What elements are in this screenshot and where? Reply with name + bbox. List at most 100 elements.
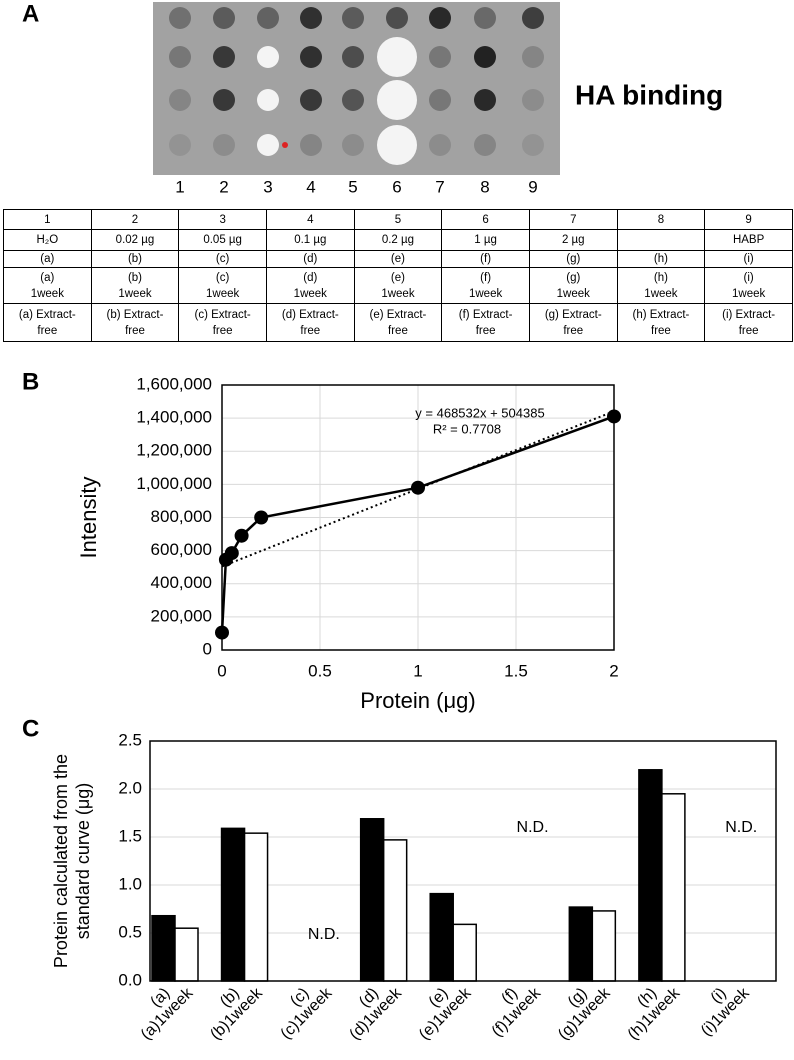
blot-dot bbox=[169, 89, 191, 111]
table-cell: (e) Extract- free bbox=[353, 303, 443, 342]
table-cell: (h) Extract- free bbox=[616, 303, 706, 342]
table-cell: 2 µg bbox=[528, 229, 618, 251]
lane-label: 7 bbox=[435, 177, 444, 196]
bar bbox=[151, 914, 176, 982]
table-cell: H₂O bbox=[3, 229, 92, 251]
bar bbox=[661, 793, 686, 982]
y-tick-label: 1,600,000 bbox=[136, 374, 212, 393]
blot-dot bbox=[169, 134, 191, 156]
trend-equation: y = 468532x + 504385 bbox=[415, 405, 544, 420]
table-cell: 0.05 µg bbox=[178, 229, 267, 251]
table-cell: (d) Extract- free bbox=[265, 303, 355, 342]
blot-dot bbox=[257, 7, 279, 29]
table-cell: (a) bbox=[3, 250, 92, 268]
plot-frame bbox=[149, 740, 777, 982]
y-tick-label: 0 bbox=[203, 639, 212, 658]
x-tick-label: 0 bbox=[217, 661, 226, 680]
blot-dot bbox=[300, 7, 322, 29]
nd-label: N.D. bbox=[308, 926, 340, 943]
table-cell: (g) Extract- free bbox=[528, 303, 618, 342]
lane-label: 9 bbox=[528, 177, 537, 196]
blot-dot bbox=[474, 134, 496, 156]
table-cell: 0.02 µg bbox=[90, 229, 180, 251]
table-cell: (a) Extract- free bbox=[3, 303, 92, 342]
blot-dot bbox=[522, 46, 544, 68]
table-cell: 0.1 µg bbox=[265, 229, 355, 251]
table-cell: (b) 1week bbox=[90, 267, 180, 304]
table-row: (a) 1week (b) 1week (c) 1week (d) 1week (e) … bbox=[3, 267, 793, 304]
table-cell: (f) Extract- free bbox=[441, 303, 530, 342]
plot-frame bbox=[221, 384, 615, 651]
table-cell: (e) bbox=[353, 250, 443, 268]
blot-dot bbox=[342, 46, 364, 68]
lane-label: 5 bbox=[348, 177, 357, 196]
table-cell: 1 bbox=[3, 209, 92, 230]
table-cell: (b) Extract- free bbox=[90, 303, 180, 342]
data-point bbox=[224, 546, 239, 561]
nd-label: N.D. bbox=[725, 819, 757, 836]
table-cell: 4 bbox=[265, 209, 355, 230]
y-tick-label: 1.5 bbox=[118, 826, 142, 845]
blot-dot bbox=[474, 89, 496, 111]
x-axis-label: Protein (μg) bbox=[360, 688, 475, 713]
table-cell: (f) 1week bbox=[441, 267, 530, 304]
table-cell: 6 bbox=[441, 209, 530, 230]
lane-label: 4 bbox=[306, 177, 315, 196]
table-cell: 0.2 µg bbox=[353, 229, 443, 251]
y-tick-label: 800,000 bbox=[151, 507, 212, 526]
table-cell: (g) 1week bbox=[528, 267, 618, 304]
blot-dot bbox=[300, 46, 322, 68]
blot-dot bbox=[300, 134, 322, 156]
y-tick-label: 2.0 bbox=[118, 778, 142, 797]
blot-dot bbox=[213, 134, 235, 156]
blot-dot bbox=[342, 7, 364, 29]
lane-label: 8 bbox=[480, 177, 489, 196]
table-cell: (i) Extract- free bbox=[704, 303, 793, 342]
x-tick-label: 1.5 bbox=[504, 661, 528, 680]
blot-mark bbox=[282, 142, 288, 148]
blot-dot bbox=[522, 7, 544, 29]
blot-dot bbox=[213, 46, 235, 68]
y-axis-label: Intensity bbox=[76, 477, 101, 559]
table-cell: 3 bbox=[178, 209, 267, 230]
x-tick-label: 1 bbox=[413, 661, 422, 680]
blot-dot bbox=[386, 7, 408, 29]
bar bbox=[452, 923, 477, 982]
bar bbox=[638, 769, 663, 982]
bar bbox=[591, 910, 617, 982]
y-tick-label: 1,200,000 bbox=[136, 441, 212, 460]
y-axis-label: standard curve (μg) bbox=[73, 783, 93, 939]
blot-dot bbox=[257, 89, 279, 111]
table-row: (a) (b) (c) (d) (e) (f) (g) (h) (i) bbox=[3, 250, 793, 268]
table-cell: (f) bbox=[441, 250, 530, 268]
blot-dot bbox=[429, 46, 451, 68]
panel-label: C bbox=[22, 715, 39, 742]
bar bbox=[243, 832, 269, 982]
blot-dot bbox=[429, 134, 451, 156]
lane-label: 6 bbox=[392, 177, 401, 196]
table-cell: (g) bbox=[528, 250, 618, 268]
y-tick-label: 0.5 bbox=[118, 922, 142, 941]
blot-title: HA binding bbox=[575, 79, 723, 110]
table-cell: HABP bbox=[704, 229, 793, 251]
blot-dot bbox=[257, 134, 279, 156]
table-cell: 2 bbox=[90, 209, 180, 230]
table-cell: 7 bbox=[528, 209, 618, 230]
table-cell: (h) bbox=[616, 250, 706, 268]
sample-table: 1 2 3 4 5 6 7 8 9 H₂O 0.02 µg 0.05 µg 0.1 µg 0.2 µg 1 … bbox=[3, 209, 793, 342]
bar bbox=[568, 906, 594, 982]
y-tick-label: 200,000 bbox=[151, 606, 212, 625]
lane-label: 1 bbox=[175, 177, 184, 196]
blot-dot bbox=[169, 46, 191, 68]
data-point bbox=[234, 528, 249, 543]
table-cell: (c) bbox=[178, 250, 267, 268]
lane-label: 2 bbox=[219, 177, 228, 196]
bar bbox=[382, 839, 408, 982]
blot-dot bbox=[213, 7, 235, 29]
blot-dot bbox=[213, 89, 235, 111]
panel-label: B bbox=[22, 368, 39, 395]
blot-dot bbox=[522, 134, 544, 156]
panel-label: A bbox=[22, 0, 39, 27]
